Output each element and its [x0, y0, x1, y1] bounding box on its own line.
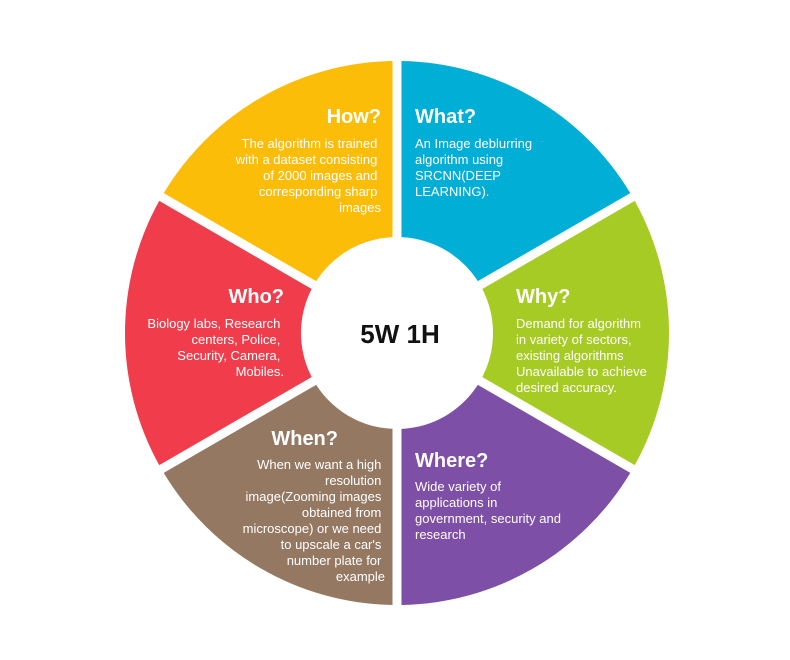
why-body: Demand for algorithm in variety of secto…: [516, 316, 650, 395]
segment-who: [125, 200, 321, 466]
segment-where: [401, 379, 631, 605]
when-line: microscope) or we need: [243, 521, 382, 536]
segment-what: [401, 61, 631, 287]
where-body: Wide variety of applications in governme…: [415, 479, 565, 542]
segment-why: [473, 200, 669, 466]
why-line: Demand for algorithm: [516, 316, 641, 331]
how-line: The algorithm is trained: [242, 136, 378, 151]
what-line: LEARNING).: [415, 184, 489, 199]
where-line: research: [415, 527, 466, 542]
why-line: desired accuracy.: [516, 380, 617, 395]
why-title: Why?: [516, 286, 570, 308]
what-title: What?: [415, 106, 476, 128]
who-line: centers, Police,: [192, 332, 281, 347]
how-line: corresponding sharp: [259, 184, 378, 199]
when-line: number plate for: [287, 553, 382, 568]
where-line: applications in: [415, 495, 497, 510]
when-title: When?: [271, 428, 338, 450]
where-line: government, security and: [415, 511, 561, 526]
segment-how: [163, 61, 393, 287]
who-line: Security, Camera,: [177, 348, 280, 363]
how-title: How?: [327, 106, 381, 128]
how-body: The algorithm is trained with a dataset …: [235, 136, 382, 215]
who-line: Mobiles.: [236, 364, 284, 379]
what-line: An Image deblurring: [415, 136, 532, 151]
center-circle: [301, 237, 493, 429]
where-line: Wide variety of: [415, 479, 501, 494]
where-title: Where?: [415, 450, 488, 472]
what-line: algorithm using: [415, 152, 503, 167]
segment-when: [163, 379, 393, 605]
who-body: Biology labs, Research centers, Police, …: [147, 316, 284, 379]
why-line: Unavailable to achieve: [516, 364, 647, 379]
what-line: SRCNN(DEEP: [415, 168, 501, 183]
why-line: existing algorithms: [516, 348, 624, 363]
who-title: Who?: [228, 286, 284, 308]
why-line: in variety of sectors,: [516, 332, 632, 347]
what-body: An Image deblurring algorithm using SRCN…: [415, 136, 536, 199]
when-line: obtained from: [302, 505, 382, 520]
who-line: Biology labs, Research: [147, 316, 280, 331]
how-line: with a dataset consisting: [235, 152, 378, 167]
when-body: When we want a high resolution image(Zoo…: [243, 457, 385, 584]
center-label: 5W 1H: [360, 319, 439, 349]
how-line: images: [339, 200, 381, 215]
when-line: to upscale a car's: [281, 537, 382, 552]
when-line: example: [336, 569, 385, 584]
when-line: resolution: [325, 473, 381, 488]
when-line: When we want a high: [257, 457, 381, 472]
when-line: image(Zooming images: [246, 489, 382, 504]
how-line: of 2000 images and: [263, 168, 377, 183]
